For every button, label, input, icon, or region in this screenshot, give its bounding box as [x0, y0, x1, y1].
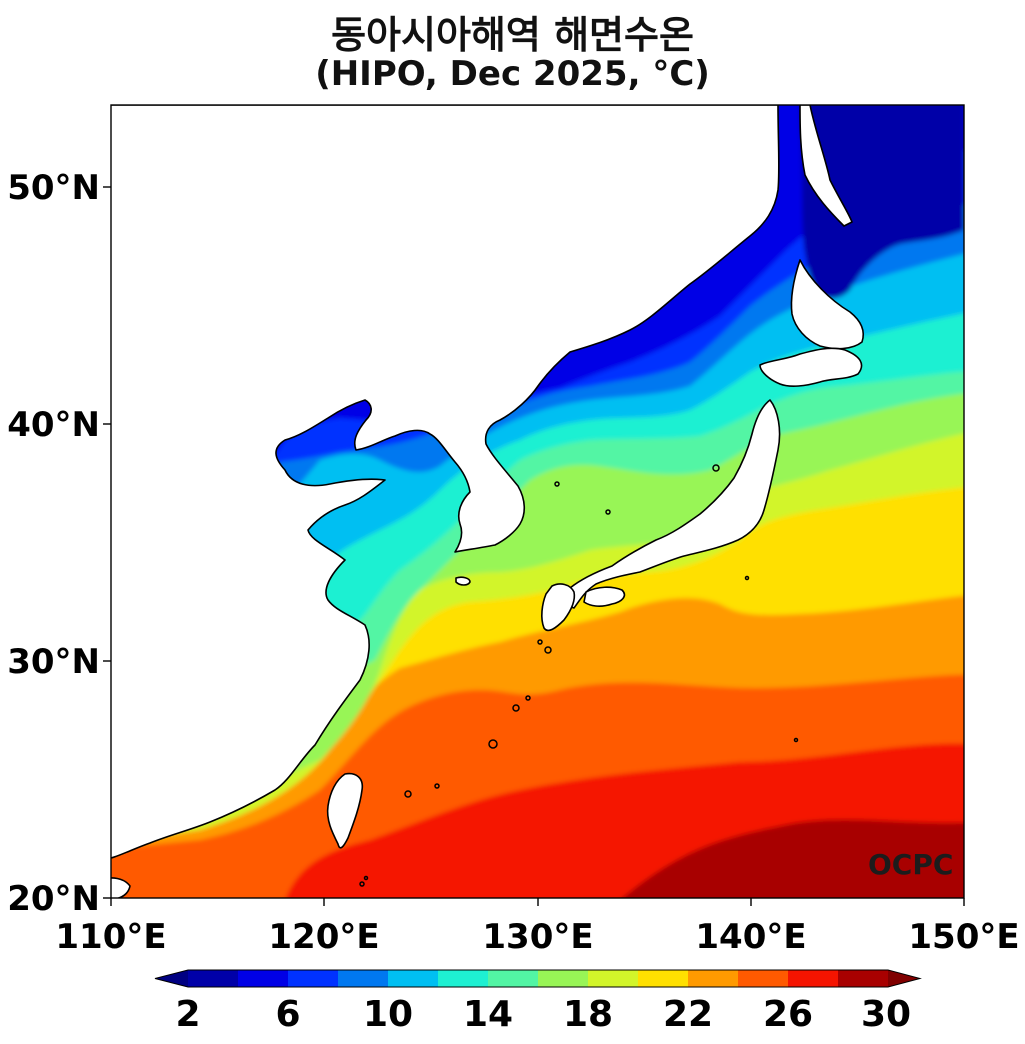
- y-tick-label: 40°N: [7, 405, 100, 445]
- colorbar-tick-label: 22: [663, 994, 713, 1035]
- colorbar-segment: [238, 970, 288, 987]
- sst-field: OCPC: [111, 105, 964, 898]
- colorbar-tick-label: 26: [763, 994, 813, 1035]
- colorbar-tick-label: 14: [463, 994, 513, 1035]
- y-tick-label: 20°N: [7, 879, 100, 919]
- x-tick-label: 110°E: [55, 917, 166, 957]
- colorbar-tick-label: 2: [175, 994, 200, 1035]
- colorbar-outline: [154, 969, 922, 988]
- colorbar-segment: [338, 970, 388, 987]
- colorbar-extend-high: [888, 970, 920, 987]
- colorbar-segment: [388, 970, 438, 987]
- land: [111, 105, 865, 898]
- jeju: [455, 576, 471, 586]
- x-axis-labels: 110°E 120°E 130°E 140°E 150°E: [55, 917, 1019, 957]
- colorbar-segment: [188, 970, 238, 987]
- colorbar-tick-label: 10: [363, 994, 413, 1035]
- colorbar-segment: [588, 970, 638, 987]
- kyushu: [541, 583, 576, 632]
- map-title: 동아시아해역 해면수온: [331, 13, 694, 57]
- y-tick-label: 30°N: [7, 642, 100, 682]
- sakhalin: [799, 105, 853, 227]
- y-axis-labels: 20°N 30°N 40°N 50°N: [7, 168, 100, 919]
- colorbar-segment: [688, 970, 738, 987]
- watermark-text: OCPC: [868, 848, 953, 881]
- x-tick-label: 130°E: [482, 917, 593, 957]
- shikoku: [583, 586, 626, 607]
- hokkaido: [759, 347, 863, 387]
- map-subtitle: (HIPO, Dec 2025, °C): [315, 54, 710, 94]
- x-tick-label: 120°E: [268, 917, 379, 957]
- sst-band-2-4-okhotsk: [800, 105, 964, 299]
- colorbar-tick-label: 6: [275, 994, 300, 1035]
- colorbar-segment: [638, 970, 688, 987]
- x-tick-label: 140°E: [695, 917, 806, 957]
- colorbar-labels: 2 6 10 14 18 22 26 30: [175, 994, 911, 1035]
- russia-coast-right: [790, 259, 865, 350]
- colorbar-segment: [538, 970, 588, 987]
- hainan-edge: [111, 877, 131, 898]
- colorbar-segment: [488, 970, 538, 987]
- colorbar-segment: [838, 970, 888, 987]
- taiwan: [326, 772, 364, 849]
- china-korea-coast: [111, 105, 780, 859]
- colorbar-tick-label: 30: [861, 994, 911, 1035]
- colorbar-extend-low: [155, 970, 188, 987]
- colorbar: [154, 969, 922, 988]
- colorbar-segment: [738, 970, 788, 987]
- colorbar-segment: [288, 970, 338, 987]
- colorbar-tick-label: 18: [563, 994, 613, 1035]
- colorbar-segment: [788, 970, 838, 987]
- colorbar-segment: [438, 970, 488, 987]
- honshu: [564, 399, 781, 609]
- tick-marks: [103, 186, 965, 906]
- y-tick-label: 50°N: [7, 168, 100, 208]
- small-islands: [359, 464, 799, 887]
- x-tick-label: 150°E: [908, 917, 1019, 957]
